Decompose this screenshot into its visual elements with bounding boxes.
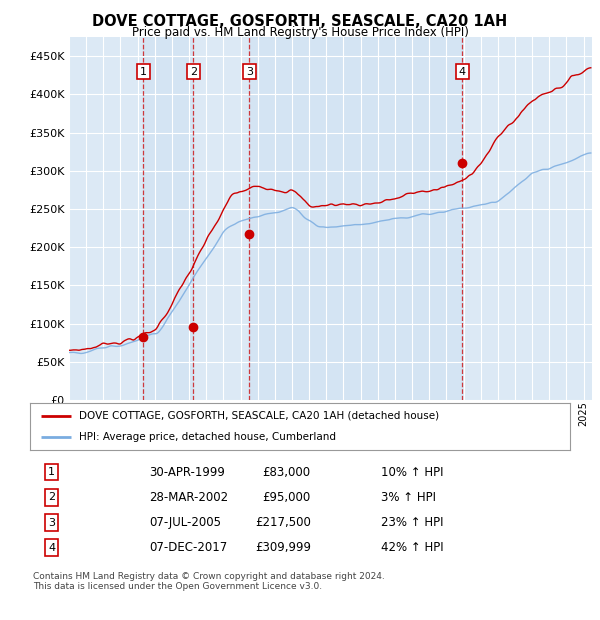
Text: £217,500: £217,500 (255, 516, 311, 529)
Text: 3: 3 (246, 67, 253, 77)
Text: 3: 3 (48, 518, 55, 528)
Text: £309,999: £309,999 (255, 541, 311, 554)
Bar (250, 37, 463, 400)
Text: HPI: Average price, detached house, Cumberland: HPI: Average price, detached house, Cumb… (79, 432, 335, 442)
Bar (143, 37, 193, 400)
Text: 1: 1 (140, 67, 147, 77)
Text: £83,000: £83,000 (263, 466, 311, 479)
Text: 4: 4 (48, 542, 55, 553)
Text: 28-MAR-2002: 28-MAR-2002 (149, 491, 228, 504)
Text: 30-APR-1999: 30-APR-1999 (149, 466, 224, 479)
Text: 07-DEC-2017: 07-DEC-2017 (149, 541, 227, 554)
Text: 2: 2 (190, 67, 197, 77)
Text: Contains HM Land Registry data © Crown copyright and database right 2024.
This d: Contains HM Land Registry data © Crown c… (33, 572, 385, 591)
Text: DOVE COTTAGE, GOSFORTH, SEASCALE, CA20 1AH (detached house): DOVE COTTAGE, GOSFORTH, SEASCALE, CA20 1… (79, 410, 439, 420)
Text: DOVE COTTAGE, GOSFORTH, SEASCALE, CA20 1AH: DOVE COTTAGE, GOSFORTH, SEASCALE, CA20 1… (92, 14, 508, 29)
Text: £95,000: £95,000 (263, 491, 311, 504)
Text: 42% ↑ HPI: 42% ↑ HPI (381, 541, 443, 554)
Text: 07-JUL-2005: 07-JUL-2005 (149, 516, 221, 529)
Text: 10% ↑ HPI: 10% ↑ HPI (381, 466, 443, 479)
Text: 1: 1 (48, 467, 55, 477)
Text: 23% ↑ HPI: 23% ↑ HPI (381, 516, 443, 529)
Text: 3% ↑ HPI: 3% ↑ HPI (381, 491, 436, 504)
Text: 2: 2 (48, 492, 55, 502)
Text: Price paid vs. HM Land Registry's House Price Index (HPI): Price paid vs. HM Land Registry's House … (131, 26, 469, 39)
Text: 4: 4 (459, 67, 466, 77)
